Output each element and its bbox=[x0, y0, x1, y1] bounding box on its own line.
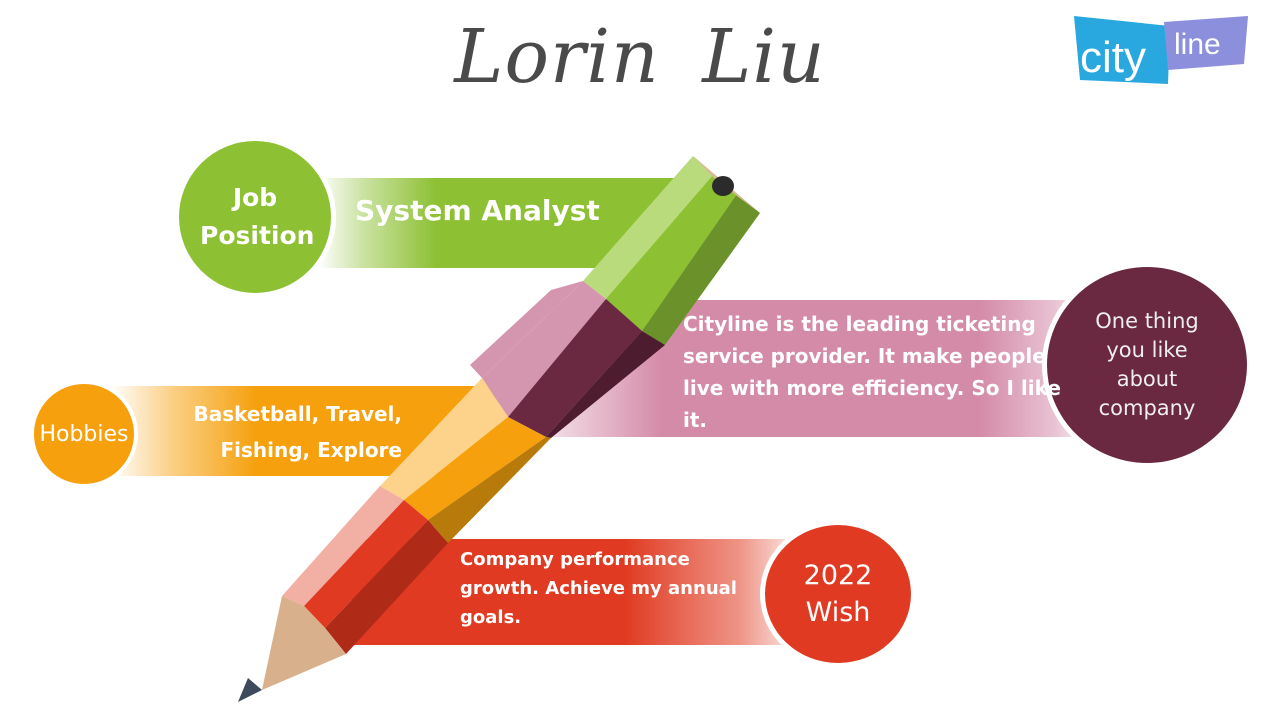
pencil-wood-tip bbox=[262, 596, 346, 690]
like-about-company-value: Cityline is the leading ticketing servic… bbox=[683, 312, 1061, 432]
logo-text-line: line bbox=[1174, 28, 1221, 61]
pencil-lead bbox=[238, 678, 262, 702]
hobbies-label: Hobbies bbox=[39, 421, 129, 447]
pencil-top-hole bbox=[712, 176, 734, 196]
wish-circle: 2022 Wish bbox=[760, 520, 916, 668]
like-about-company-label: One thing you like about company bbox=[1095, 309, 1199, 420]
hobbies-circle: Hobbies bbox=[30, 380, 138, 488]
page-title: Lorin Liu bbox=[454, 14, 826, 100]
wish-value: Company performance growth. Achieve my a… bbox=[460, 549, 737, 628]
pencil-green-mid bbox=[606, 174, 737, 331]
wish-label: 2022 Wish bbox=[803, 560, 873, 628]
cityline-logo: city line bbox=[1074, 16, 1248, 84]
like-about-company-circle: One thing you like about company bbox=[1042, 262, 1252, 468]
job-position-circle: Job Position bbox=[174, 136, 336, 298]
hobbies-value: Basketball, Travel, Fishing, Explore bbox=[193, 402, 402, 462]
pencil-green-dark bbox=[642, 194, 760, 345]
job-position-label: Job Position bbox=[200, 183, 315, 250]
logo-text-city: city bbox=[1080, 33, 1146, 82]
job-position-value: System Analyst bbox=[355, 194, 600, 227]
